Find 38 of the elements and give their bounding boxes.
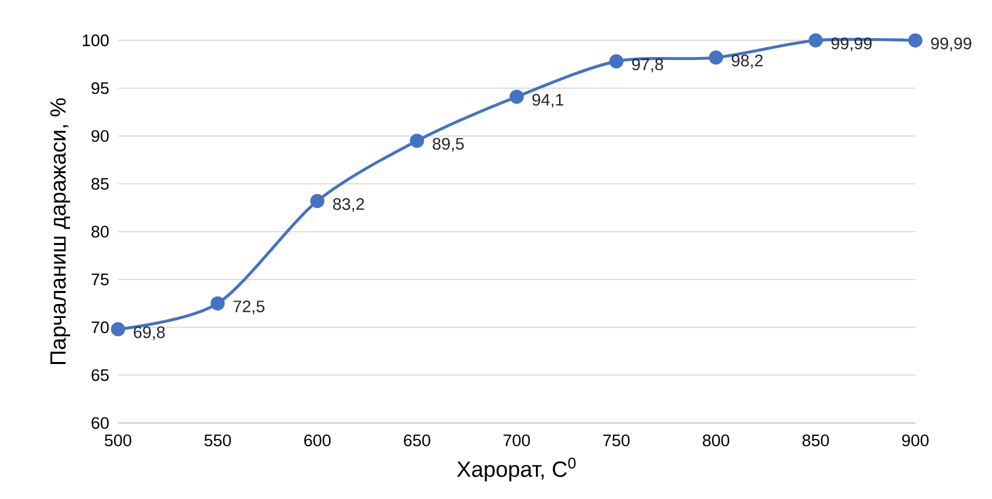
y-tick-label: 75 <box>92 274 109 286</box>
x-tick-label: 500 <box>104 434 132 446</box>
data-label: 99,99 <box>931 38 972 52</box>
data-label: 69,8 <box>134 326 165 340</box>
data-label: 83,2 <box>333 198 364 212</box>
y-tick-label: 65 <box>92 369 109 382</box>
point <box>310 194 324 208</box>
x-tick-label: 600 <box>304 434 331 446</box>
data-label: 97,8 <box>632 58 664 72</box>
y-tick-label: 100 <box>82 34 109 46</box>
point <box>410 134 424 148</box>
data-label: 98,2 <box>732 54 763 68</box>
point <box>210 296 225 310</box>
point <box>808 33 823 48</box>
y-tick-label: 85 <box>92 178 109 190</box>
y-tick-label: 70 <box>92 321 109 334</box>
x-tick-label: 850 <box>802 434 829 446</box>
x-tick-label: 900 <box>902 434 929 446</box>
data-label: 99,99 <box>831 38 872 52</box>
point <box>708 50 724 65</box>
y-tick-label: 90 <box>92 130 109 142</box>
y-tick-label: 60 <box>92 417 109 429</box>
x-tick-label: 750 <box>603 434 630 446</box>
x-axis-title: Харорат, C$^{0}$ <box>457 458 576 482</box>
x-tick-label: 700 <box>504 434 530 446</box>
y-tick-label: 95 <box>92 82 109 94</box>
point <box>908 33 922 48</box>
x-tick-label: 800 <box>702 434 730 446</box>
point <box>510 90 524 104</box>
data-label: 94,1 <box>532 94 564 108</box>
x-tick-label: 550 <box>204 434 231 446</box>
data-label: 89,5 <box>432 138 464 152</box>
x-tick-label: 650 <box>404 434 430 446</box>
data-label: 72,5 <box>234 300 264 314</box>
point <box>609 54 624 68</box>
point <box>110 322 126 336</box>
y-tick-label: 80 <box>92 226 109 238</box>
y-axis-title: Парчаланиш даражаси, % <box>50 98 70 364</box>
